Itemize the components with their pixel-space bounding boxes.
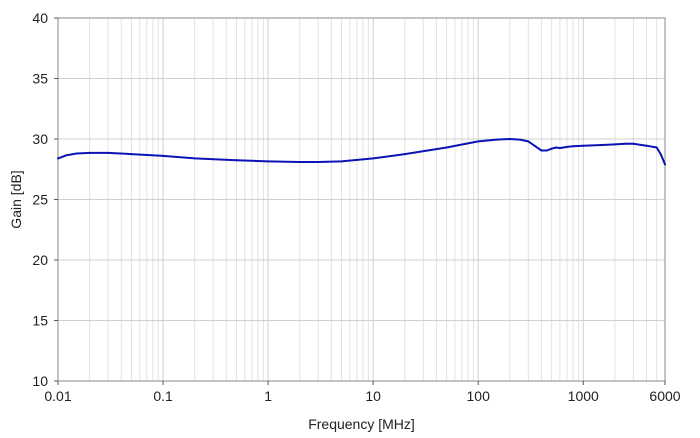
gain-data-point (477, 140, 480, 143)
gain-data-point (495, 138, 498, 141)
gain-data-point (655, 146, 658, 149)
gain-data-point (600, 144, 603, 146)
x-tick-label: 0.01 (44, 388, 71, 404)
y-axis-title: Gain [dB] (8, 170, 24, 228)
y-tick-label: 15 (32, 313, 48, 329)
x-tick-label: 0.1 (153, 388, 173, 404)
gain-data-point (582, 144, 585, 147)
x-axis-title: Frequency [MHz] (308, 416, 415, 432)
gain-data-point (540, 149, 543, 152)
x-tick-label: 6000 (649, 388, 680, 404)
gain-data-point (632, 142, 635, 145)
gain-data-point (545, 149, 548, 152)
gain-data-point (75, 152, 78, 155)
gain-data-point (558, 147, 561, 150)
gain-data-point (624, 142, 627, 145)
gain-data-point (566, 145, 568, 148)
y-tick-label: 35 (32, 71, 48, 87)
x-tick-label: 100 (467, 388, 491, 404)
y-tick-label: 20 (32, 252, 48, 268)
gain-data-point (57, 157, 59, 160)
series-layer (57, 138, 666, 166)
gain-data-point (664, 163, 666, 166)
gain-data-point (445, 146, 448, 149)
gain-data-point (372, 157, 375, 160)
gain-data-point (527, 140, 530, 143)
gain-data-point (267, 160, 270, 163)
gain-data-point (550, 147, 553, 150)
gain-data-point (660, 153, 662, 156)
gain-data-point (162, 154, 165, 157)
gain-data-point (555, 146, 557, 149)
gain-data-point (340, 160, 343, 163)
x-tick-label: 1000 (568, 388, 599, 404)
y-tick-label: 40 (32, 10, 48, 26)
y-tick-label: 10 (32, 373, 48, 389)
gain-data-point (88, 151, 91, 154)
gain-series-line (57, 138, 666, 166)
y-tick-label: 25 (32, 192, 48, 208)
y-tick-label: 30 (32, 131, 48, 147)
gain-data-point (403, 153, 406, 156)
gain-data-point (534, 145, 537, 148)
gain-data-point (193, 157, 196, 160)
gain-data-point (65, 154, 68, 157)
gain-data-point (508, 138, 511, 140)
x-tick-label: 10 (365, 388, 381, 404)
gain-data-point (235, 159, 238, 162)
gain-data-point (298, 161, 301, 163)
gain-data-point (317, 161, 320, 163)
x-tick-label: 1 (264, 388, 272, 404)
gain-data-point (130, 153, 133, 156)
axis-ticks: 0.01 0.1 1 10 100 1000 6000 10 15 20 25 30 35 40 (32, 10, 680, 404)
gain-data-point (613, 143, 616, 146)
gain-data-point (519, 138, 521, 141)
gain-data-point (107, 151, 110, 154)
gain-data-point (645, 144, 648, 147)
gain-data-point (572, 145, 575, 148)
